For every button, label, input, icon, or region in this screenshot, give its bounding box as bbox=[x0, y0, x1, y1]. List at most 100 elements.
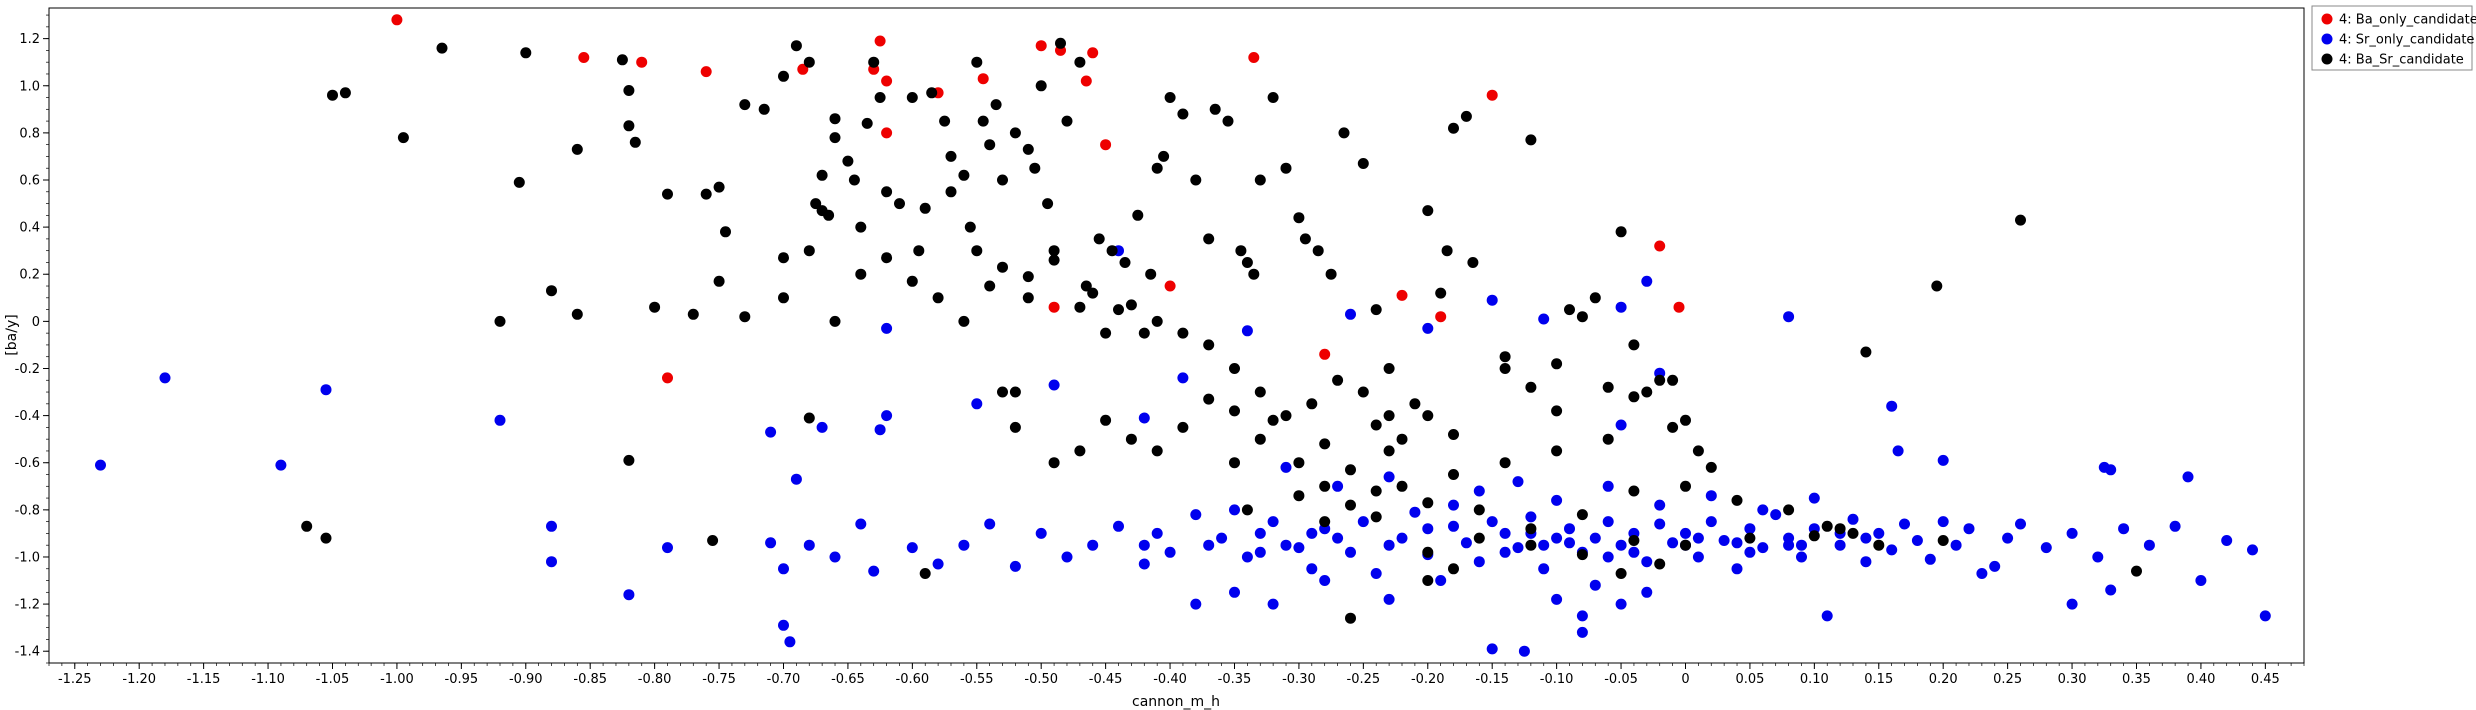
x-tick-label: -0.70 bbox=[767, 672, 801, 687]
data-point bbox=[1306, 398, 1318, 410]
data-point bbox=[1203, 339, 1215, 351]
data-point bbox=[784, 636, 796, 648]
legend-frame bbox=[2311, 5, 2473, 71]
data-point bbox=[2131, 565, 2142, 577]
data-point bbox=[1576, 509, 1588, 521]
data-point bbox=[790, 473, 802, 485]
data-point bbox=[2066, 598, 2078, 610]
data-point bbox=[758, 103, 770, 115]
data-point bbox=[1177, 421, 1189, 433]
data-point bbox=[1113, 304, 1124, 316]
data-point bbox=[494, 414, 506, 426]
data-point bbox=[1486, 294, 1498, 306]
y-tick-label: 0 bbox=[32, 315, 40, 330]
data-point bbox=[1576, 549, 1588, 561]
data-point bbox=[1145, 268, 1157, 280]
data-point bbox=[1564, 537, 1575, 549]
data-point bbox=[958, 315, 970, 327]
data-point bbox=[1731, 537, 1743, 549]
data-point bbox=[945, 186, 957, 198]
data-point bbox=[513, 176, 525, 188]
data-point bbox=[578, 52, 590, 63]
legend-item[interactable]: 4: Sr_only_candidate bbox=[2321, 33, 2475, 48]
data-point bbox=[687, 308, 699, 320]
data-point bbox=[1886, 400, 1898, 412]
data-point bbox=[1177, 108, 1189, 120]
data-point bbox=[1744, 532, 1756, 544]
data-point bbox=[932, 558, 944, 570]
data-point bbox=[810, 198, 822, 210]
data-point bbox=[1680, 527, 1691, 539]
x-tick-label: -1.25 bbox=[58, 672, 92, 687]
data-point bbox=[1525, 381, 1537, 393]
y-axis-label: [ba/y] bbox=[4, 314, 20, 355]
data-point bbox=[1473, 532, 1485, 544]
y-tick-label: 0.4 bbox=[19, 221, 40, 236]
data-point bbox=[1873, 527, 1885, 539]
data-point bbox=[1783, 311, 1795, 323]
data-point bbox=[906, 542, 918, 554]
data-point bbox=[1538, 313, 1550, 325]
data-point bbox=[829, 132, 841, 144]
data-point bbox=[1164, 280, 1176, 292]
data-point bbox=[1022, 292, 1034, 304]
legend-marker bbox=[2321, 33, 2333, 45]
data-point bbox=[1009, 421, 1021, 433]
data-point bbox=[1177, 327, 1189, 339]
data-point bbox=[1113, 520, 1124, 532]
data-point bbox=[1241, 551, 1253, 563]
x-tick-label: 0.40 bbox=[2186, 672, 2215, 687]
data-point bbox=[1692, 551, 1704, 563]
data-point bbox=[1744, 546, 1756, 558]
data-point bbox=[1783, 539, 1795, 551]
x-tick-label: -1.20 bbox=[122, 672, 156, 687]
data-point bbox=[1422, 410, 1434, 422]
data-point bbox=[1435, 311, 1447, 323]
data-point bbox=[2105, 584, 2117, 596]
data-point bbox=[1074, 445, 1086, 457]
data-point bbox=[1138, 412, 1150, 424]
data-point bbox=[881, 410, 893, 422]
data-point bbox=[1383, 471, 1395, 483]
data-point bbox=[816, 169, 828, 181]
data-point bbox=[1396, 289, 1408, 301]
data-point bbox=[1705, 490, 1717, 502]
data-point bbox=[1512, 476, 1524, 488]
data-point bbox=[1164, 546, 1176, 558]
data-point bbox=[1602, 551, 1614, 563]
data-point bbox=[1383, 539, 1395, 551]
data-point bbox=[1525, 539, 1537, 551]
data-point bbox=[919, 568, 931, 579]
y-tick-label: 0.6 bbox=[19, 173, 40, 188]
data-point bbox=[2040, 542, 2052, 554]
data-point bbox=[1499, 363, 1511, 374]
data-point bbox=[1783, 504, 1795, 516]
data-point bbox=[1667, 374, 1679, 386]
legend-item[interactable]: 4: Ba_Sr_candidate bbox=[2321, 53, 2464, 68]
legend-item[interactable]: 4: Ba_only_candidate bbox=[2321, 13, 2476, 28]
data-point bbox=[1860, 346, 1872, 358]
data-point bbox=[1499, 546, 1511, 558]
data-point bbox=[1319, 516, 1331, 528]
data-point bbox=[720, 226, 731, 238]
data-point bbox=[546, 285, 557, 297]
data-point bbox=[1673, 301, 1685, 313]
data-point bbox=[1267, 516, 1279, 528]
data-point bbox=[1222, 115, 1234, 127]
data-point bbox=[1564, 523, 1575, 535]
legend-marker bbox=[2321, 53, 2333, 65]
data-point bbox=[301, 520, 313, 532]
data-point bbox=[2002, 532, 2014, 544]
legend[interactable]: 4: Ba_only_candidate 4: Sr_only_candidate… bbox=[2311, 5, 2476, 71]
data-point bbox=[1422, 546, 1434, 558]
data-point bbox=[1151, 527, 1163, 539]
data-point bbox=[1048, 254, 1060, 266]
x-tick-label: 0.10 bbox=[1800, 672, 1829, 687]
plot-frame bbox=[48, 7, 2305, 664]
data-point bbox=[1229, 586, 1240, 598]
x-axis-label: cannon_m_h bbox=[1132, 694, 1220, 710]
x-tick-label: -0.15 bbox=[1475, 672, 1509, 687]
data-point bbox=[984, 139, 996, 151]
data-point bbox=[1847, 527, 1859, 539]
